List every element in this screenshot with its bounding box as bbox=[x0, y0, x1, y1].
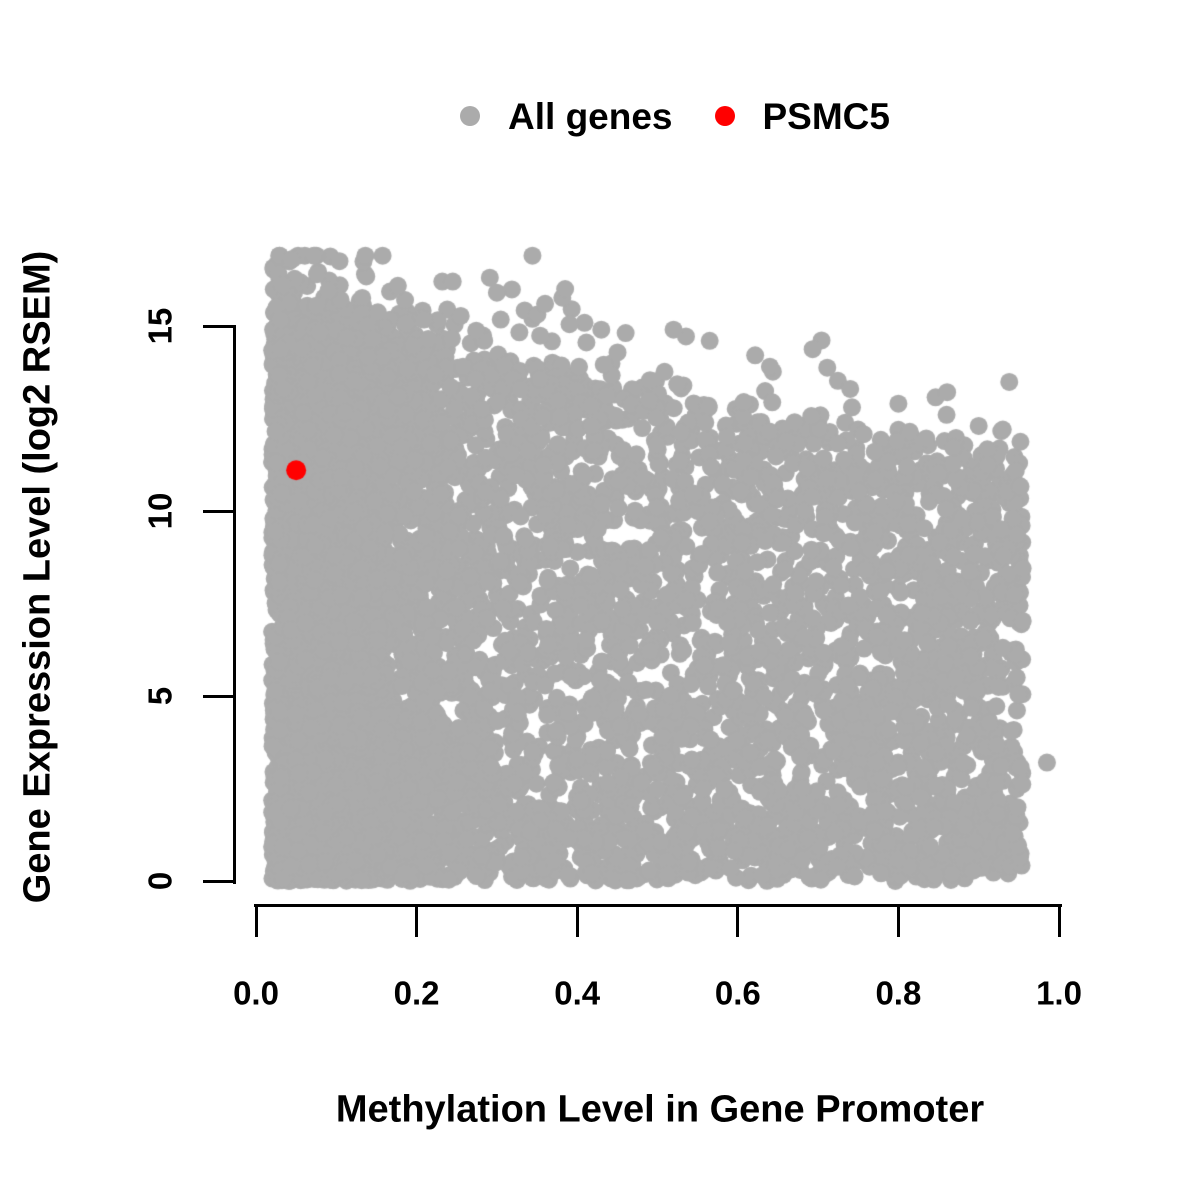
scatter-canvas bbox=[0, 0, 1200, 1200]
figure: All genes PSMC5 Gene Expression Level (l… bbox=[0, 0, 1200, 1200]
